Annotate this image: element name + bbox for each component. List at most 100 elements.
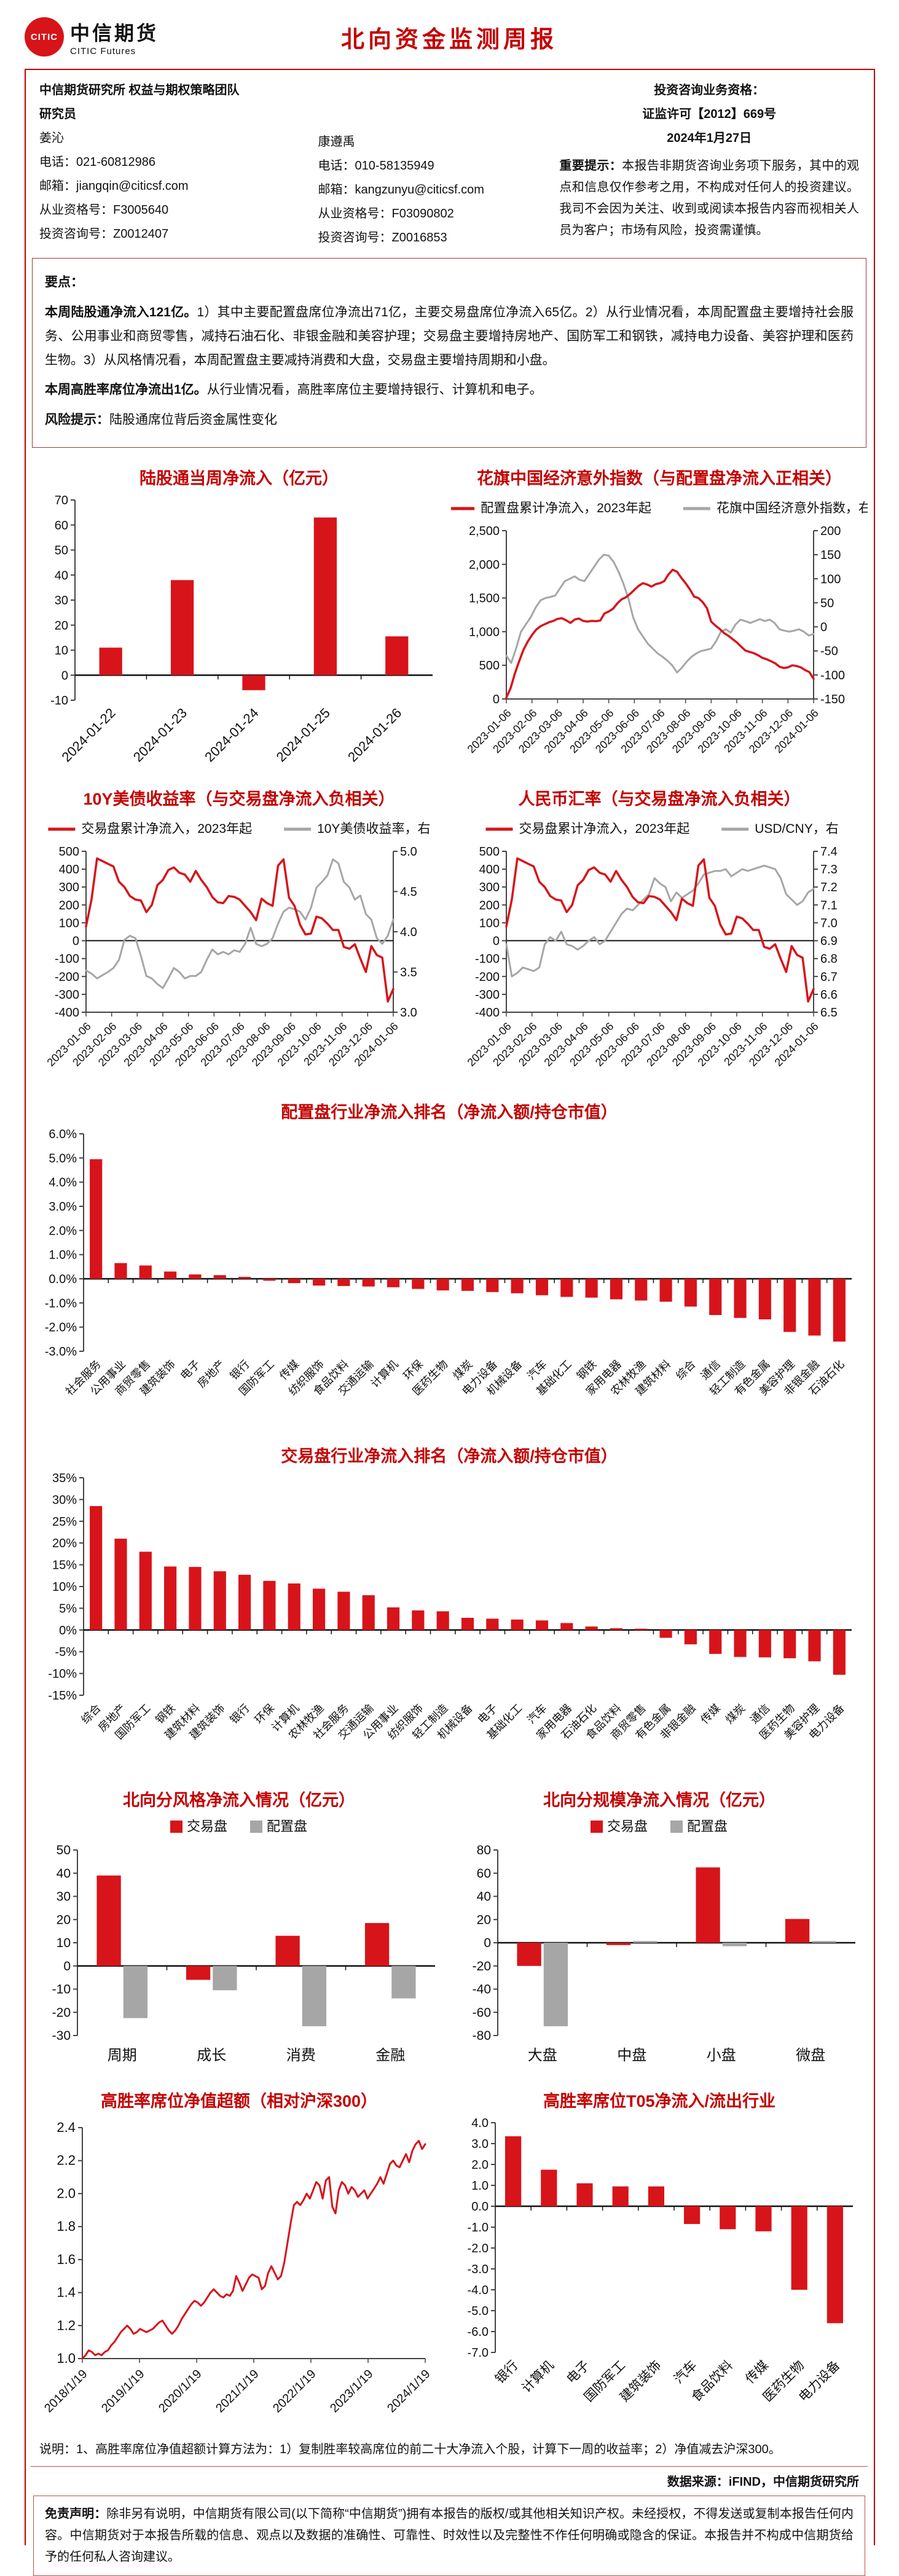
svg-text:30%: 30% (52, 1493, 77, 1507)
page-frame (25, 69, 875, 2545)
svg-text:-300: -300 (475, 988, 500, 1002)
svg-text:10Y美债收益率，右: 10Y美债收益率，右 (317, 822, 430, 836)
svg-text:5.0%: 5.0% (49, 1152, 77, 1165)
svg-text:500: 500 (479, 845, 500, 859)
svg-text:2.0%: 2.0% (49, 1224, 77, 1238)
svg-text:传媒: 传媒 (743, 2358, 771, 2386)
chart-cny-fx: 人民币汇率（与交易盘净流入负相关） 交易盘累计净流入，2023年起 USD/CNY… (451, 777, 868, 1090)
svg-text:6.7: 6.7 (820, 970, 838, 984)
svg-text:2021/1/19: 2021/1/19 (213, 2367, 261, 2415)
svg-text:10%: 10% (52, 1580, 77, 1594)
svg-text:1.0%: 1.0% (49, 1249, 77, 1262)
report-date: 2024年1月27日 (667, 131, 752, 145)
svg-text:3.0: 3.0 (400, 1006, 417, 1020)
svg-text:煤炭: 煤炭 (723, 1702, 748, 1727)
svg-text:40: 40 (477, 1890, 491, 1904)
cny-fx-line-chart: 交易盘累计净流入，2023年起 USD/CNY，右 -400 -300 -200 -100… (465, 822, 839, 1069)
svg-text:2020/1/19: 2020/1/19 (156, 2367, 204, 2415)
svg-text:6.6: 6.6 (820, 988, 838, 1002)
svg-text:10: 10 (55, 644, 68, 658)
svg-text:4.0%: 4.0% (49, 1176, 77, 1190)
svg-text:-100: -100 (820, 669, 845, 682)
svg-text:5%: 5% (59, 1602, 77, 1615)
header-divider (25, 69, 874, 70)
highlight-item: 本周高胜率席位净流出1亿。从行业情况看，高胜率席位主要增持银行、计算机和电子。 (45, 383, 543, 397)
svg-text:10: 10 (57, 1936, 71, 1950)
svg-text:0: 0 (820, 621, 827, 634)
svg-text:400: 400 (479, 863, 500, 876)
svg-text:计算机: 计算机 (369, 1358, 401, 1390)
chart-title: 交易盘行业净流入排名（净流入额/持仓市值） (281, 1447, 618, 1466)
svg-text:7.2: 7.2 (820, 881, 838, 894)
style-grouped-bar-chart: 交易盘 配置盘 -30 -20 -10 0 10 20 30 40 50 周期 成长 消费 金融 (52, 1819, 435, 2064)
svg-text:2024-01-25: 2024-01-25 (273, 705, 333, 765)
svg-text:中盘: 中盘 (617, 2047, 646, 2064)
svg-text:金融: 金融 (375, 2047, 405, 2064)
svg-text:40: 40 (57, 1867, 71, 1881)
svg-text:35%: 35% (52, 1472, 77, 1485)
svg-text:4.5: 4.5 (400, 886, 417, 899)
analyst-cert: 从业资格号：F3005640 (39, 203, 169, 217)
svg-text:传媒: 传媒 (698, 1702, 723, 1727)
svg-text:-200: -200 (55, 970, 79, 984)
chart-allocation-industry-rank: 配置盘行业净流入排名（净流入额/持仓市值） -3.0% -2.0% -1.0% 0.0… (31, 1090, 868, 1434)
svg-text:25%: 25% (52, 1515, 77, 1529)
svg-text:-3.0%: -3.0% (45, 1345, 77, 1359)
chart-winrate-nav-excess: 高胜率席位净值超额（相对沪深300） 1.0 1.2 1.4 1.6 1.8 2.0 2.2… (31, 2079, 447, 2435)
citic-logo-mark-icon: CITIC (25, 17, 64, 57)
svg-text:100: 100 (820, 572, 841, 586)
highlights-box: 要点： 本周陆股通净流入121亿。1）其中主要配置盘席位净流出71亿，主要交易盘… (32, 258, 866, 448)
svg-text:20: 20 (55, 619, 68, 633)
svg-text:-300: -300 (55, 988, 79, 1002)
svg-text:2024-01-22: 2024-01-22 (58, 705, 118, 765)
qualification-value: 证监许可【2012】669号 (642, 107, 777, 121)
disclaimer-box: 免责声明：除非另有说明，中信期货有限公司(以下简称“中信期货”)拥有本报告的版权… (33, 2496, 865, 2576)
svg-text:500: 500 (479, 659, 500, 673)
chart-citi-surprise-index: 花旗中国经济意外指数（与配置盘净流入正相关） 配置盘累计净流入，2023年起 花旗… (447, 456, 871, 777)
svg-text:50: 50 (57, 1843, 71, 1857)
svg-text:1.6: 1.6 (57, 2252, 76, 2267)
svg-text:-10: -10 (50, 694, 68, 708)
svg-text:1.8: 1.8 (57, 2219, 76, 2234)
svg-text:0: 0 (61, 669, 68, 682)
svg-text:7.1: 7.1 (820, 899, 838, 912)
svg-text:20: 20 (477, 1913, 491, 1927)
svg-text:1,500: 1,500 (469, 592, 500, 606)
svg-text:2024/1/19: 2024/1/19 (385, 2367, 433, 2415)
svg-text:-20: -20 (52, 2005, 71, 2020)
important-note: 重要提示：本报告非期货咨询业务项下服务，其中的观点和信息仅作参考之用，不构成对任… (559, 159, 859, 237)
researcher-label: 研究员 (39, 107, 76, 121)
chart-title: 高胜率席位T05净流入/流出行业 (543, 2092, 776, 2111)
svg-text:-15%: -15% (48, 1689, 77, 1703)
svg-text:2.0: 2.0 (57, 2185, 76, 2201)
chart-trading-industry-rank: 交易盘行业净流入排名（净流入额/持仓市值） -15% -10% -5% 0% 5% 10%… (31, 1434, 868, 1778)
size-grouped-bar-chart: 交易盘 配置盘 -80 -60 -40 -20 0 20 40 60 80 大盘 中盘 小盘 微盘 (473, 1819, 855, 2064)
svg-text:30: 30 (55, 594, 68, 607)
svg-text:2024-01-24: 2024-01-24 (202, 705, 261, 765)
svg-text:7.0: 7.0 (820, 917, 838, 931)
citi-surprise-line-chart: 配置盘累计净流入，2023年起 花旗中国经济意外指数，右05001,0001,50… (447, 501, 871, 755)
chart-title: 花旗中国经济意外指数（与配置盘净流入正相关） (477, 469, 842, 488)
svg-text:-100: -100 (475, 953, 500, 966)
svg-text:-150: -150 (820, 693, 845, 706)
svg-text:银行: 银行 (493, 2358, 521, 2386)
svg-text:0.0: 0.0 (471, 2200, 489, 2214)
svg-text:USD/CNY，右: USD/CNY，右 (755, 822, 839, 836)
svg-text:2.2: 2.2 (57, 2153, 76, 2168)
analyst-phone: 电话：010-58135949 (318, 159, 434, 173)
svg-text:200: 200 (59, 899, 79, 912)
svg-text:0: 0 (63, 1959, 71, 1973)
svg-text:2,000: 2,000 (469, 558, 500, 572)
svg-text:-7.0: -7.0 (468, 2346, 489, 2360)
method-note: 说明：1、高胜率席位净值超额计算方法为：1）复制胜率较高席位的前二十大净流入个股… (39, 2443, 781, 2457)
svg-text:小盘: 小盘 (707, 2047, 736, 2064)
analyst-phone: 电话：021-60812986 (39, 155, 156, 169)
svg-text:6.5: 6.5 (820, 1006, 838, 1020)
svg-text:0: 0 (493, 935, 500, 948)
svg-text:-50: -50 (820, 645, 838, 658)
allocation-industry-bar-chart: -3.0% -2.0% -1.0% 0.0% 1.0% 2.0% 3.0% 4.0% 5.0% 6… (45, 1128, 852, 1398)
analyst-name: 康遵禹 (318, 135, 355, 149)
svg-text:1.4: 1.4 (57, 2285, 76, 2300)
svg-text:微盘: 微盘 (796, 2047, 825, 2064)
svg-text:交易盘: 交易盘 (187, 1819, 227, 1834)
